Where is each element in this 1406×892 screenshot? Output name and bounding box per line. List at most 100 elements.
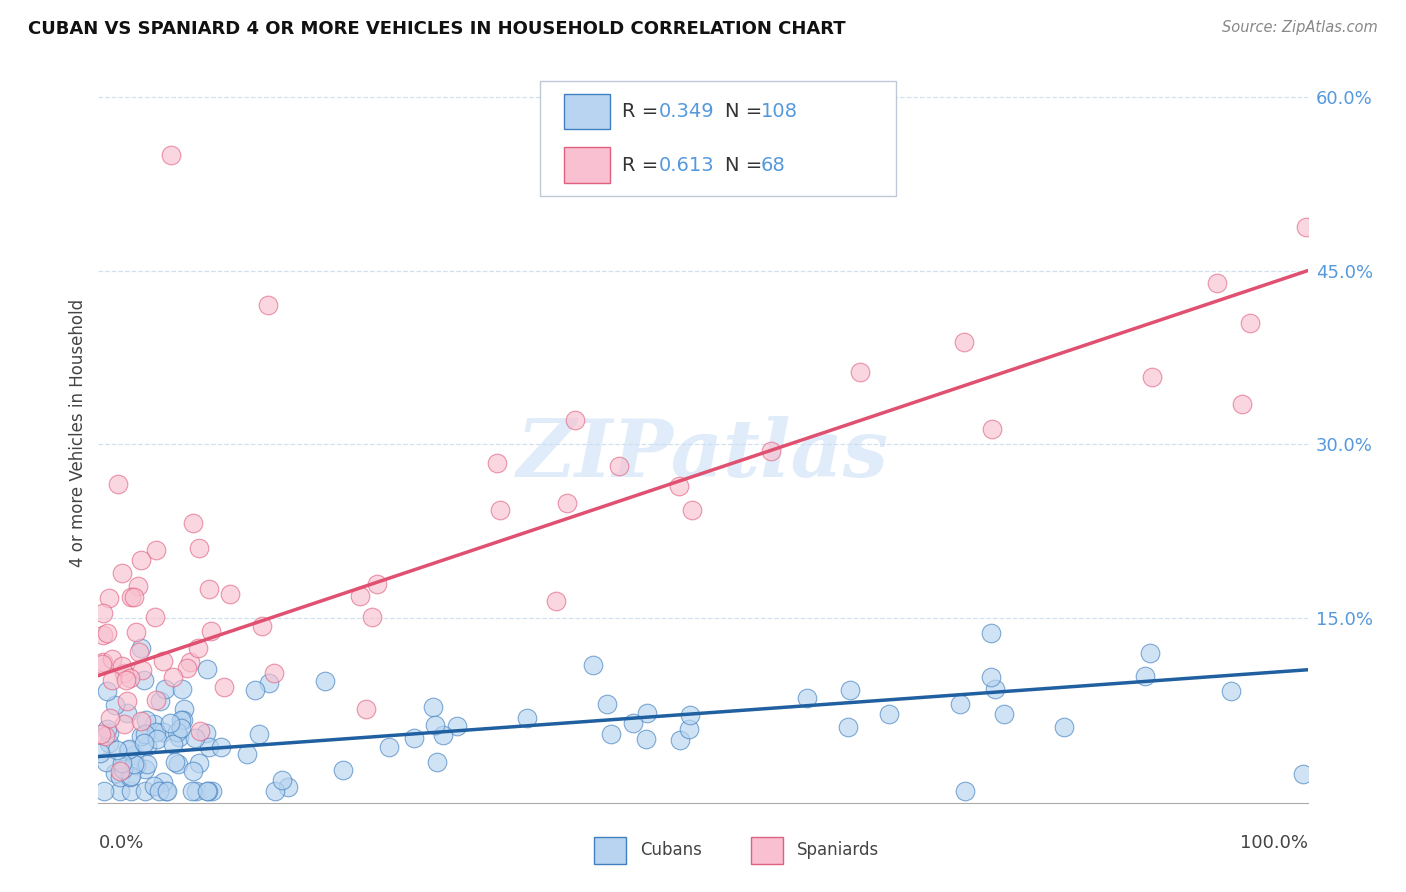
Point — [96, 626, 118, 640]
Point — [93, 628, 115, 642]
Point — [980, 626, 1002, 640]
Point — [134, 762, 156, 776]
Point — [195, 662, 218, 676]
Point — [91, 606, 114, 620]
Point — [949, 697, 972, 711]
Point — [219, 586, 242, 600]
Point — [546, 594, 568, 608]
Point — [599, 726, 621, 740]
Point — [314, 674, 336, 689]
Point — [668, 479, 690, 493]
Point — [257, 675, 280, 690]
Text: N =: N = — [724, 156, 768, 175]
Point — [134, 727, 156, 741]
Point — [117, 742, 139, 756]
Text: 0.0%: 0.0% — [98, 834, 143, 852]
Text: R =: R = — [621, 102, 665, 121]
Point — [607, 458, 630, 473]
Point — [112, 717, 135, 731]
Text: N =: N = — [724, 102, 768, 121]
Point — [983, 682, 1005, 697]
Point — [446, 718, 468, 732]
Point — [124, 624, 146, 639]
Point — [118, 672, 141, 686]
Point — [162, 737, 184, 751]
Point — [120, 769, 142, 783]
Point — [170, 681, 193, 696]
Point — [432, 728, 454, 742]
Point — [111, 566, 134, 580]
Point — [145, 725, 167, 739]
Point — [1219, 684, 1241, 698]
Point — [634, 732, 657, 747]
Point — [181, 784, 204, 798]
Point — [142, 716, 165, 731]
Text: 100.0%: 100.0% — [1240, 834, 1308, 852]
Point — [143, 779, 166, 793]
Point — [422, 699, 444, 714]
Point — [101, 673, 124, 687]
Point — [173, 702, 195, 716]
Point — [143, 610, 166, 624]
Point — [679, 708, 702, 723]
Text: 0.349: 0.349 — [658, 102, 714, 121]
Bar — [564, 94, 610, 129]
Point — [115, 706, 138, 720]
Point — [90, 727, 112, 741]
Point — [993, 706, 1015, 721]
Point — [159, 715, 181, 730]
Point — [682, 503, 704, 517]
Point — [263, 666, 285, 681]
Point — [209, 739, 232, 754]
Point — [162, 670, 184, 684]
Point — [104, 698, 127, 712]
Point — [110, 658, 132, 673]
Point — [145, 543, 167, 558]
Point — [167, 731, 190, 745]
Point — [129, 641, 152, 656]
Point — [980, 422, 1002, 436]
Point — [837, 720, 859, 734]
Point — [122, 756, 145, 771]
Point — [195, 784, 218, 798]
Point — [163, 755, 186, 769]
Point — [187, 641, 209, 656]
Point — [179, 656, 201, 670]
Point — [1133, 669, 1156, 683]
Text: Spaniards: Spaniards — [797, 841, 880, 859]
Point — [277, 780, 299, 795]
Point — [152, 774, 174, 789]
Point — [100, 711, 122, 725]
Point — [110, 764, 132, 778]
Point — [89, 746, 111, 760]
FancyBboxPatch shape — [540, 81, 897, 195]
Point — [200, 624, 222, 638]
Point — [181, 516, 204, 531]
Point — [879, 707, 901, 722]
Point — [564, 413, 586, 427]
Point — [256, 298, 278, 312]
Point — [132, 736, 155, 750]
Point — [111, 762, 134, 776]
Point — [1239, 316, 1261, 330]
Point — [1139, 646, 1161, 660]
Point — [377, 739, 399, 754]
Point — [156, 784, 179, 798]
Point — [120, 784, 142, 798]
Point — [94, 730, 117, 744]
Point — [152, 654, 174, 668]
Point — [485, 456, 508, 470]
Point — [354, 702, 377, 716]
Point — [136, 739, 159, 753]
Point — [98, 591, 121, 606]
Point — [172, 713, 194, 727]
Point — [96, 683, 118, 698]
Bar — [751, 837, 783, 863]
Point — [186, 784, 208, 798]
Point — [132, 673, 155, 688]
Point — [426, 756, 449, 770]
Point — [349, 589, 371, 603]
Bar — [595, 837, 626, 863]
Point — [107, 476, 129, 491]
Y-axis label: 4 or more Vehicles in Household: 4 or more Vehicles in Household — [69, 299, 87, 566]
